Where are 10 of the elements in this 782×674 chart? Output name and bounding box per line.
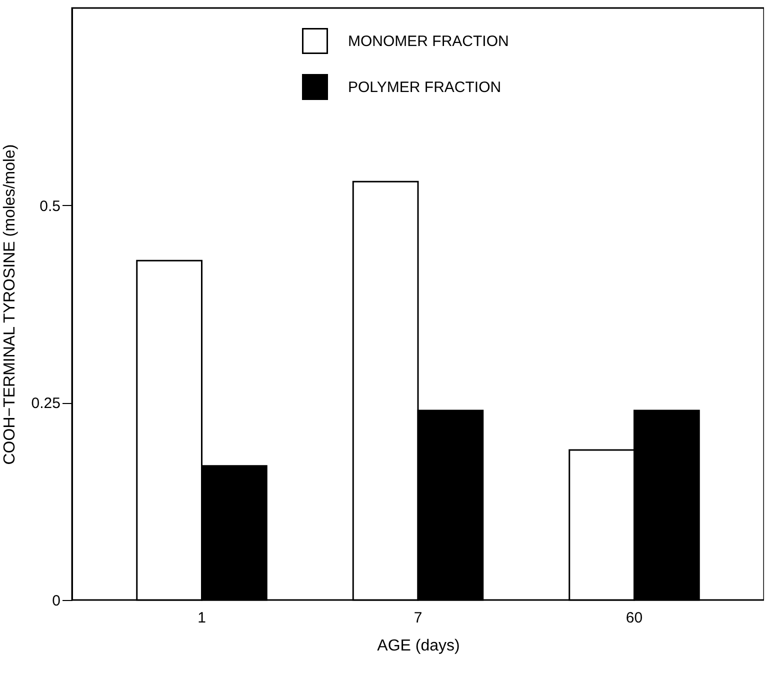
legend-label: MONOMER FRACTION xyxy=(348,33,509,50)
legend-label: POLYMER FRACTION xyxy=(348,79,502,96)
x-tick-label: 60 xyxy=(626,610,643,626)
y-tick-label: 0 xyxy=(52,592,60,610)
x-axis-title: AGE (days) xyxy=(377,638,460,654)
x-tick-label: 7 xyxy=(414,610,422,626)
y-tick-label: 0.5 xyxy=(40,198,60,215)
y-axis-title: COOH−TERMINAL TYROSINE (moles/mole) xyxy=(1,144,18,465)
x-tick-label: 1 xyxy=(198,610,206,626)
y-tick-label: 0.25 xyxy=(31,395,60,412)
